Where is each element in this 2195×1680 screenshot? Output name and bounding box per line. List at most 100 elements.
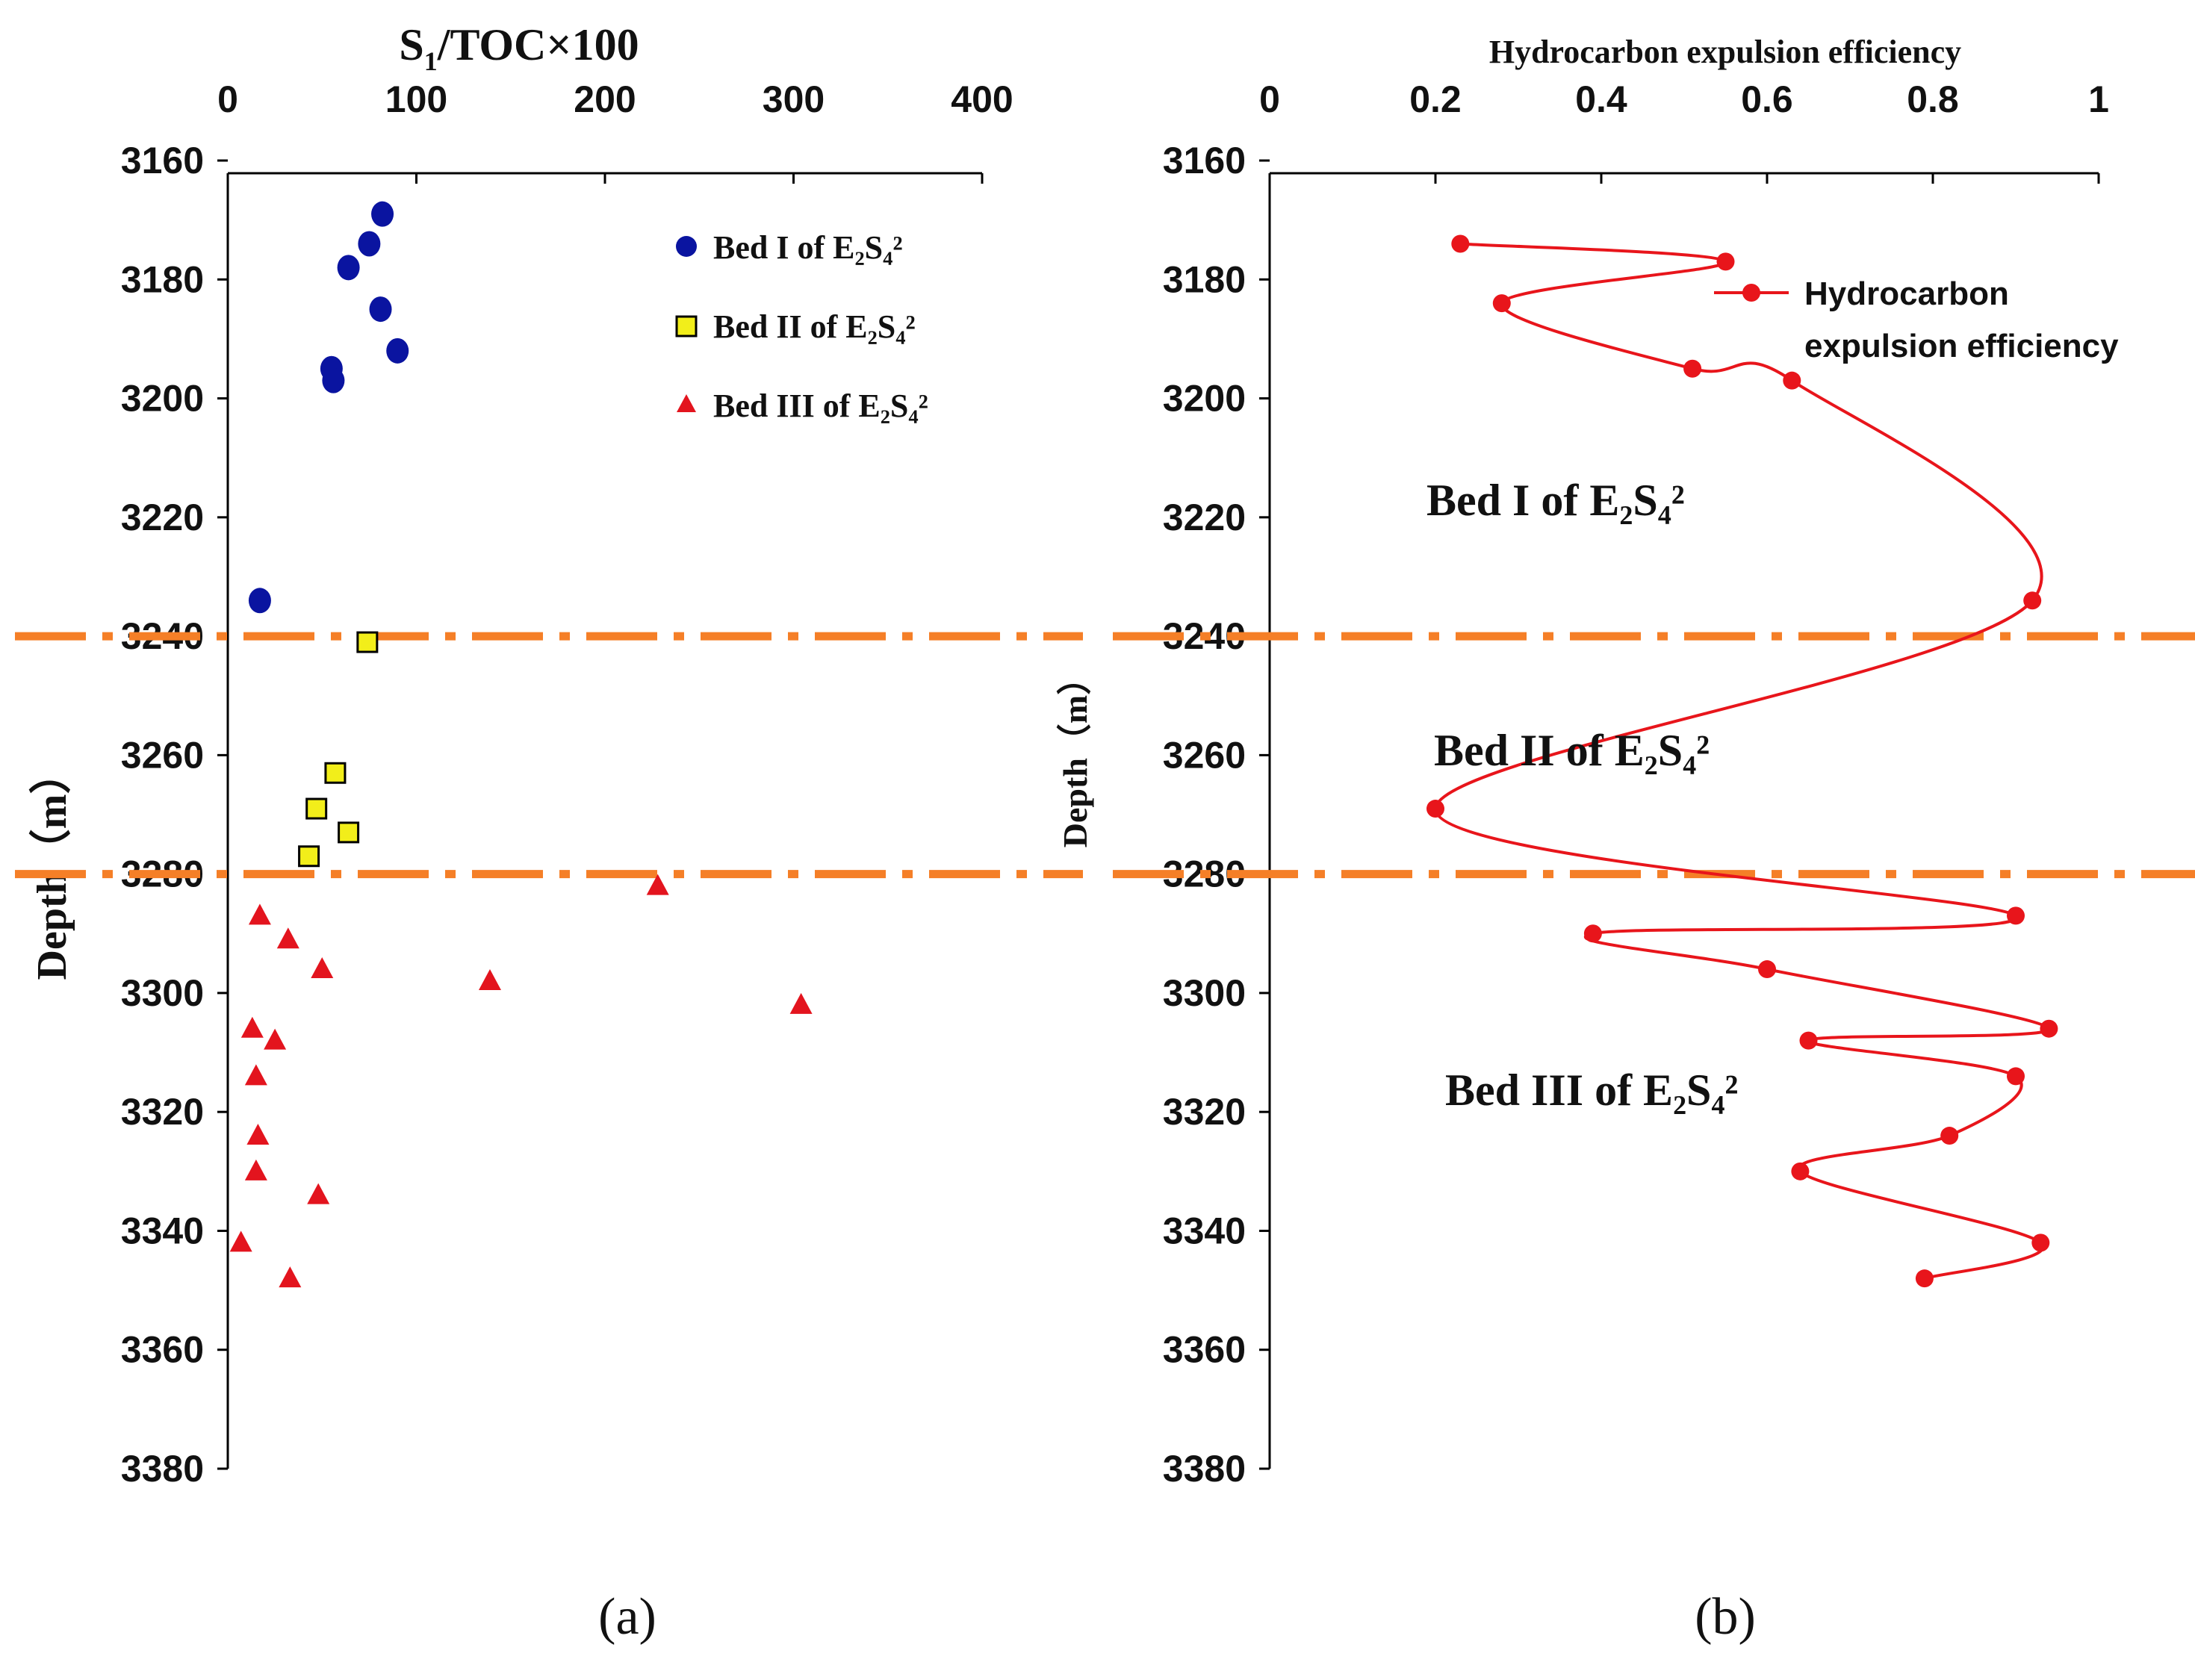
y-tick-label: 3200	[121, 378, 204, 420]
data-point-bed-ii	[305, 797, 328, 820]
y-tick-label: 3360	[121, 1329, 204, 1371]
data-point-bed-i	[322, 367, 345, 393]
legend-label-bed-i: Bed I of E₂S₄²	[713, 229, 903, 266]
y-tick-label: 3340	[1163, 1210, 1246, 1251]
panel-b-legend: Hydrocarbon expulsion efficiency	[1714, 276, 2119, 364]
data-point-bed-iii	[789, 992, 813, 1014]
panel-b-y-axis-title: Depth（m）	[1056, 661, 1094, 847]
y-tick-label: 3220	[1163, 497, 1246, 538]
x-tick-label: 300	[763, 78, 825, 120]
data-point-bed-i	[369, 296, 392, 323]
x-tick-label: 1	[2088, 78, 2109, 120]
data-point-bed-i	[358, 231, 381, 257]
data-point-bed-iii	[244, 1064, 267, 1086]
data-point-bed-iii	[307, 1183, 330, 1204]
y-tick-label: 3340	[121, 1210, 204, 1251]
panel-b-series	[1426, 234, 2058, 1288]
data-point-bed-i	[248, 588, 271, 614]
bed-label-ii: Bed II of E₂S₄²	[1434, 726, 1710, 775]
data-point-bed-iii	[244, 1159, 267, 1180]
data-point-bed-i	[337, 255, 360, 281]
panel-a-y-ticks: 3160318032003220324032603280330033203340…	[121, 140, 228, 1490]
panel-a-data-points	[229, 201, 813, 1288]
x-tick-label: 0.2	[1409, 78, 1462, 120]
data-point-bed-iii	[246, 1124, 270, 1145]
efficiency-data-point	[1683, 359, 1702, 378]
legend-marker-efficiency	[1742, 284, 1760, 302]
data-point-bed-ii	[338, 821, 360, 844]
data-point-bed-iii	[478, 968, 501, 990]
x-tick-label: 400	[951, 78, 1013, 120]
data-point-bed-iii	[276, 927, 299, 949]
y-tick-label: 3260	[1163, 734, 1246, 776]
panel-a-boundary-lines	[15, 632, 1083, 879]
efficiency-data-point	[1799, 1031, 1818, 1050]
y-tick-label: 3160	[121, 140, 204, 181]
panel-a-x-ticks: 0 100 200 300 400	[217, 78, 1013, 184]
efficiency-data-point	[1915, 1269, 1934, 1288]
data-point-bed-ii	[298, 845, 320, 868]
efficiency-data-point	[1783, 371, 1801, 390]
y-tick-label: 3160	[1163, 140, 1246, 181]
y-tick-label: 3360	[1163, 1329, 1246, 1371]
efficiency-data-point	[2031, 1233, 2050, 1252]
data-point-bed-ii	[324, 762, 347, 784]
y-tick-label: 3180	[1163, 258, 1246, 300]
y-tick-label: 3300	[1163, 972, 1246, 1014]
data-point-bed-i	[386, 337, 409, 364]
y-tick-label: 3380	[121, 1448, 204, 1490]
y-tick-label: 3200	[1163, 378, 1246, 420]
efficiency-data-point	[1758, 960, 1776, 979]
panel-b-boundary-lines	[1113, 632, 2195, 879]
legend-label-efficiency-line2: expulsion efficiency	[1804, 328, 2119, 364]
legend-marker-bed-i	[676, 236, 697, 257]
y-tick-label: 3220	[121, 497, 204, 538]
data-point-bed-iii	[311, 957, 334, 979]
data-point-bed-iii	[240, 1016, 264, 1038]
efficiency-data-point	[1940, 1127, 1959, 1145]
x-tick-label: 0	[1259, 78, 1280, 120]
panel-a-scatter: 0 100 200 300 400 31603180320032203240326032…	[15, 20, 1083, 1646]
panel-b-label: (b)	[1695, 1588, 1756, 1646]
y-tick-label: 3320	[1163, 1091, 1246, 1133]
y-tick-label: 3380	[1163, 1448, 1246, 1490]
x-tick-label: 0.6	[1741, 78, 1793, 120]
x-tick-label: 0.8	[1907, 78, 1959, 120]
panel-b-x-ticks: 0 0.2 0.4 0.6 0.8 1	[1259, 78, 2109, 184]
x-tick-label: 0	[217, 78, 238, 120]
x-tick-label: 100	[385, 78, 447, 120]
data-point-bed-iii	[646, 874, 669, 895]
legend-marker-bed-iii	[677, 394, 696, 412]
efficiency-data-point	[1716, 252, 1735, 271]
panel-a-y-axis-title: Depth（m）	[28, 753, 75, 980]
panel-b-line-chart: 0 0.2 0.4 0.6 0.8 1 3160318032003220324032603…	[1056, 34, 2195, 1646]
panel-a-legend: Bed I of E₂S₄² Bed II of E₂S₄² Bed III o…	[675, 229, 928, 424]
x-tick-label: 200	[574, 78, 636, 120]
data-point-bed-iii	[264, 1028, 287, 1050]
efficiency-data-point	[1791, 1162, 1810, 1180]
efficiency-data-point	[1451, 234, 1470, 253]
panel-a-label: (a)	[598, 1588, 656, 1646]
legend-label-bed-ii: Bed II of E₂S₄²	[713, 308, 916, 345]
efficiency-data-point	[1426, 800, 1444, 818]
efficiency-data-point	[1492, 294, 1511, 313]
bed-label-i: Bed I of E₂S₄²	[1426, 476, 1685, 525]
legend-label-bed-iii: Bed III of E₂S₄²	[713, 388, 928, 424]
panel-b-x-axis-title: Hydrocarbon expulsion efficiency	[1489, 34, 1961, 70]
data-point-bed-iii	[279, 1266, 302, 1288]
y-tick-label: 3320	[121, 1091, 204, 1133]
efficiency-series-line	[1433, 242, 2051, 1281]
efficiency-data-point	[2007, 1067, 2025, 1086]
bed-label-iii: Bed III of E₂S₄²	[1445, 1065, 1738, 1115]
panel-a-x-axis-title: S1/TOC×100	[399, 20, 639, 76]
data-point-bed-iii	[229, 1231, 252, 1252]
y-tick-label: 3180	[121, 258, 204, 300]
efficiency-data-point	[2040, 1019, 2058, 1038]
efficiency-data-point	[2023, 591, 2042, 610]
efficiency-data-point	[1583, 924, 1602, 943]
x-tick-label: 0.4	[1575, 78, 1627, 120]
legend-marker-bed-ii	[675, 315, 698, 337]
data-point-bed-iii	[248, 903, 271, 925]
y-tick-label: 3300	[121, 972, 204, 1014]
